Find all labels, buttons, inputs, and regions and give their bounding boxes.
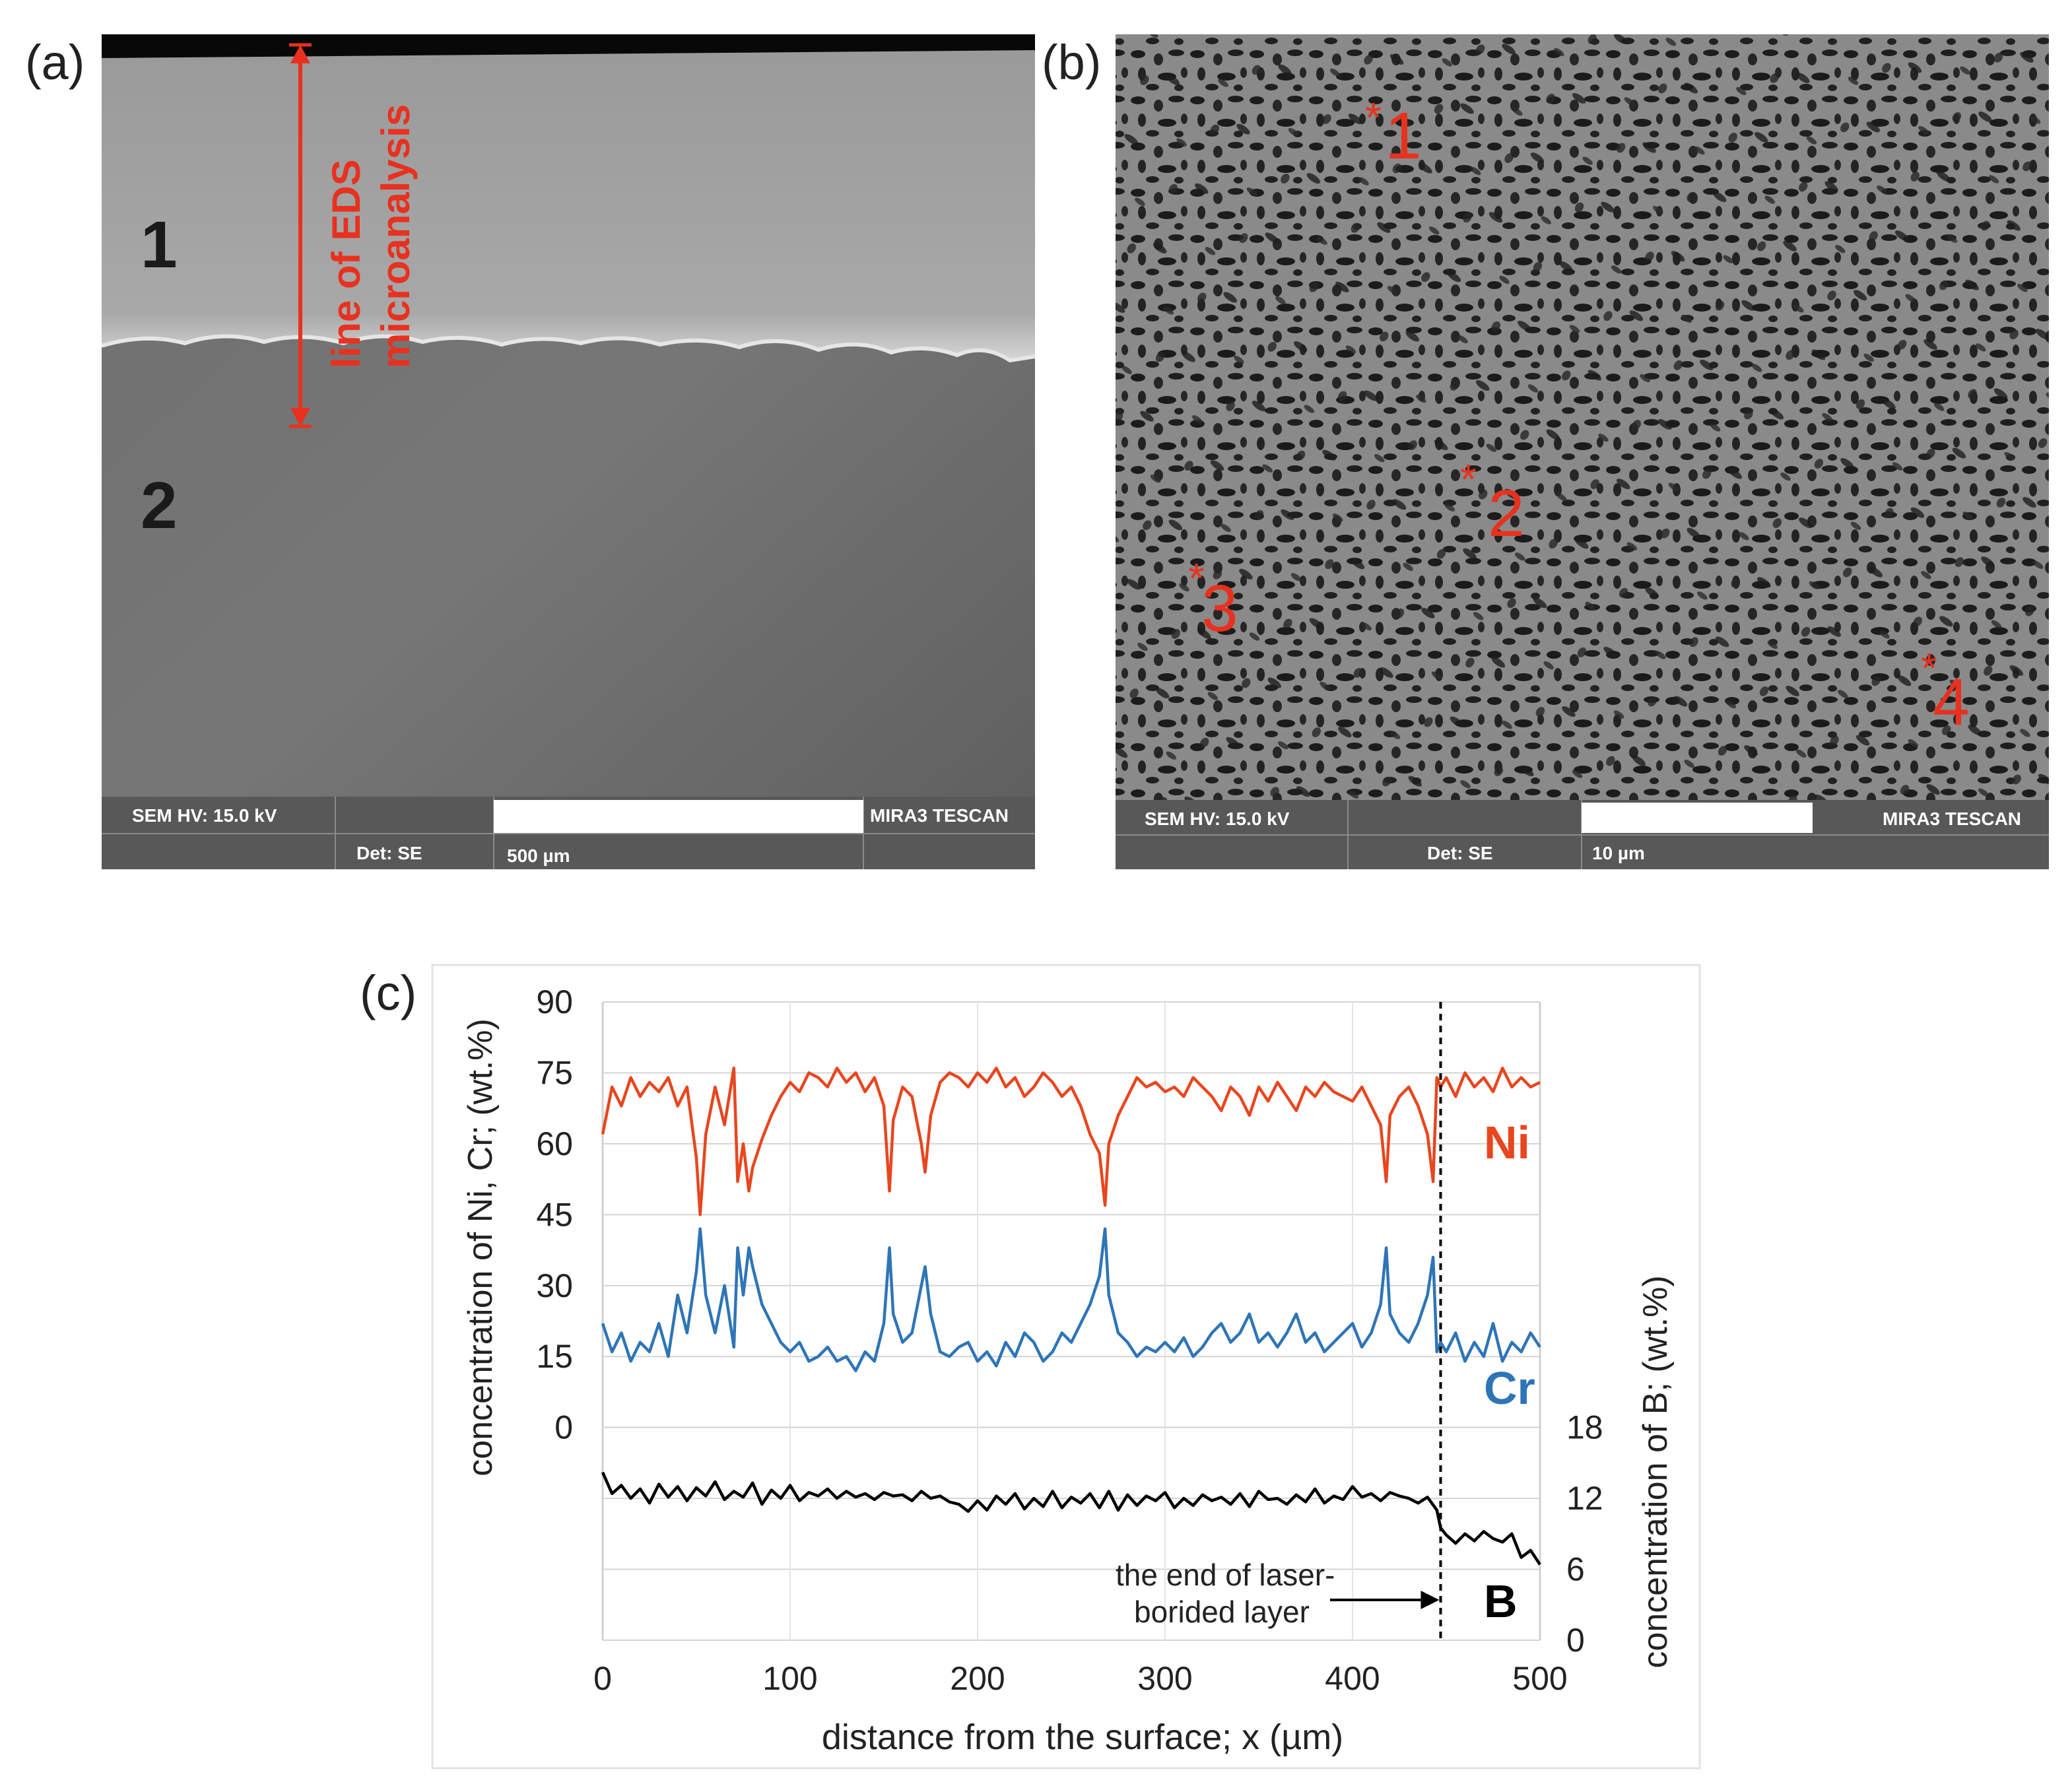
y-tick-labels-left: 0 15 30 45 60 75 90 xyxy=(536,983,573,1446)
panel-b-info-det: Det: SE xyxy=(1427,843,1493,863)
y-tick-right-3: 18 xyxy=(1566,1409,1603,1446)
layer-end-annotation-2: borided layer xyxy=(1134,1595,1310,1629)
series-label-cr: Cr xyxy=(1484,1362,1535,1414)
point-3-star: * xyxy=(1188,554,1205,602)
point-1-number: 1 xyxy=(1385,99,1422,173)
layer-end-arrow xyxy=(1330,1591,1440,1609)
series-line-b xyxy=(601,1471,1541,1566)
x-tick-1: 100 xyxy=(762,1660,817,1697)
x-tick-0: 0 xyxy=(593,1660,612,1697)
x-tick-labels: 0 100 200 300 400 500 xyxy=(593,1660,1568,1697)
point-4-star: * xyxy=(1921,644,1937,692)
point-4-number: 4 xyxy=(1933,665,1970,739)
y-tick-left-3: 45 xyxy=(536,1196,573,1233)
panel-b-info-hv: SEM HV: 15.0 kV xyxy=(1145,809,1290,829)
point-3-number: 3 xyxy=(1201,572,1238,646)
series-line-ni xyxy=(601,1067,1541,1216)
region-2-label: 2 xyxy=(141,469,178,543)
point-1-star: * xyxy=(1365,94,1382,141)
chart-frame xyxy=(431,964,1701,1770)
panel-a-info-hv: SEM HV: 15.0 kV xyxy=(132,805,277,826)
x-tick-4: 400 xyxy=(1325,1660,1380,1697)
region-1-label: 1 xyxy=(141,208,178,282)
y-tick-left-5: 75 xyxy=(536,1054,573,1091)
panel-b-scale-label: 10 µm xyxy=(1592,843,1645,863)
panel-b-label: (b) xyxy=(1042,35,1101,90)
x-axis-label: distance from the surface; x (µm) xyxy=(822,1717,1343,1757)
eds-line-label-1: line of EDS xyxy=(324,159,368,368)
y-tick-left-4: 60 xyxy=(536,1125,573,1162)
panel-a-info-brand: MIRA3 TESCAN xyxy=(870,805,1009,826)
y-tick-right-2: 12 xyxy=(1566,1480,1603,1517)
chart-axes xyxy=(601,1002,1541,1640)
y-tick-left-6: 90 xyxy=(536,983,573,1020)
x-tick-3: 300 xyxy=(1137,1660,1192,1697)
point-2-star: * xyxy=(1460,455,1477,503)
panel-b-image xyxy=(1116,34,2049,869)
panel-a-image xyxy=(101,34,1036,869)
y-axis-label-right: concentration of B; (wt.%) xyxy=(1636,1275,1675,1668)
y-axis-label-left: concentration of Ni, Cr; (wt.%) xyxy=(461,1018,500,1477)
series-label-b: B xyxy=(1484,1576,1518,1627)
series-label-ni: Ni xyxy=(1484,1117,1530,1168)
series-line-cr xyxy=(601,1227,1541,1372)
y-tick-left-1: 15 xyxy=(536,1338,573,1375)
chart-series xyxy=(601,1067,1541,1566)
panel-b-info-brand: MIRA3 TESCAN xyxy=(1883,809,2021,829)
panel-a-scale-label: 500 µm xyxy=(507,846,570,866)
eds-line-label-2: microanalysis xyxy=(374,104,418,368)
y-tick-labels-right: 0 6 12 18 xyxy=(1566,1409,1603,1659)
eds-line-arrow xyxy=(289,43,312,428)
y-tick-left-0: 0 xyxy=(554,1409,573,1446)
panel-a-info-det: Det: SE xyxy=(356,843,422,863)
y-tick-right-0: 0 xyxy=(1566,1622,1585,1659)
x-tick-2: 200 xyxy=(950,1660,1005,1697)
layer-end-annotation-1: the end of laser- xyxy=(1116,1558,1335,1592)
panel-c-label: (c) xyxy=(360,966,417,1020)
panel-a-label: (a) xyxy=(25,35,84,90)
y-tick-left-2: 30 xyxy=(536,1267,573,1304)
point-2-number: 2 xyxy=(1488,477,1525,550)
y-tick-right-1: 6 xyxy=(1566,1551,1585,1588)
x-tick-5: 500 xyxy=(1512,1660,1567,1697)
